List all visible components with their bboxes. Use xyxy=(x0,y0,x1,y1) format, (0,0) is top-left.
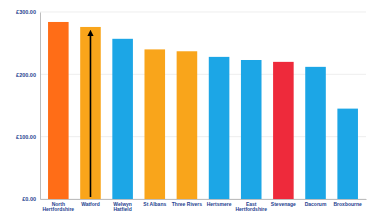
x-tick-label: Watford xyxy=(81,201,100,207)
x-tick-label: Stevenage xyxy=(271,201,296,207)
x-tick: Watford xyxy=(81,199,100,207)
x-tick: Broxbourne xyxy=(334,199,363,207)
x-tick: St Albans xyxy=(143,199,166,207)
x-axis: NorthHertfordshire Watford WelwynHatfield S… xyxy=(41,199,367,212)
bar xyxy=(80,27,101,199)
bar xyxy=(144,49,165,199)
grid xyxy=(40,12,366,199)
x-tick: EastHertfordshire xyxy=(235,199,267,212)
grid-line xyxy=(40,12,366,13)
x-tick: Three Rivers xyxy=(172,199,203,207)
y-tick: £100.00 xyxy=(16,134,40,140)
bar xyxy=(48,22,69,199)
x-tick-label: Dacorum xyxy=(305,201,327,207)
bar xyxy=(241,60,262,199)
bar xyxy=(305,67,326,199)
y-tick: £300.00 xyxy=(16,9,40,15)
x-tick-label: Three Rivers xyxy=(172,201,203,207)
x-tick: Hertsmere xyxy=(207,199,232,207)
bars xyxy=(48,22,358,199)
x-tick: NorthHertfordshire xyxy=(42,199,74,212)
x-tick-label: Broxbourne xyxy=(334,201,363,207)
y-tick: £0.00 xyxy=(22,196,40,202)
arrow xyxy=(90,33,92,197)
bar xyxy=(337,109,358,199)
x-tick-label: WelwynHatfield xyxy=(113,201,132,213)
x-tick-label: NorthHertfordshire xyxy=(42,201,74,213)
x-tick-label: Hertsmere xyxy=(207,201,232,207)
x-tick: Dacorum xyxy=(305,199,327,207)
y-tick-label: £300.00 xyxy=(16,9,36,15)
bar xyxy=(209,57,230,199)
x-tick: Stevenage xyxy=(271,199,296,207)
x-tick-label: EastHertfordshire xyxy=(235,201,267,213)
plot: £0.00 £100.00 £200.00 £300.00 NorthHertfords… xyxy=(16,9,366,212)
bar xyxy=(112,39,133,199)
bar xyxy=(177,51,198,199)
y-axis-line xyxy=(40,13,41,200)
y-tick: £200.00 xyxy=(16,72,40,78)
y-tick-label: £0.00 xyxy=(22,196,36,202)
bar xyxy=(273,62,294,199)
y-tick-label: £100.00 xyxy=(16,134,36,140)
x-tick: WelwynHatfield xyxy=(113,199,132,212)
y-axis: £0.00 £100.00 £200.00 £300.00 xyxy=(16,9,40,202)
x-tick-label: St Albans xyxy=(143,201,166,207)
y-tick-label: £200.00 xyxy=(16,72,36,78)
chart: £0.00 £100.00 £200.00 £300.00 NorthHertfords… xyxy=(0,0,374,215)
